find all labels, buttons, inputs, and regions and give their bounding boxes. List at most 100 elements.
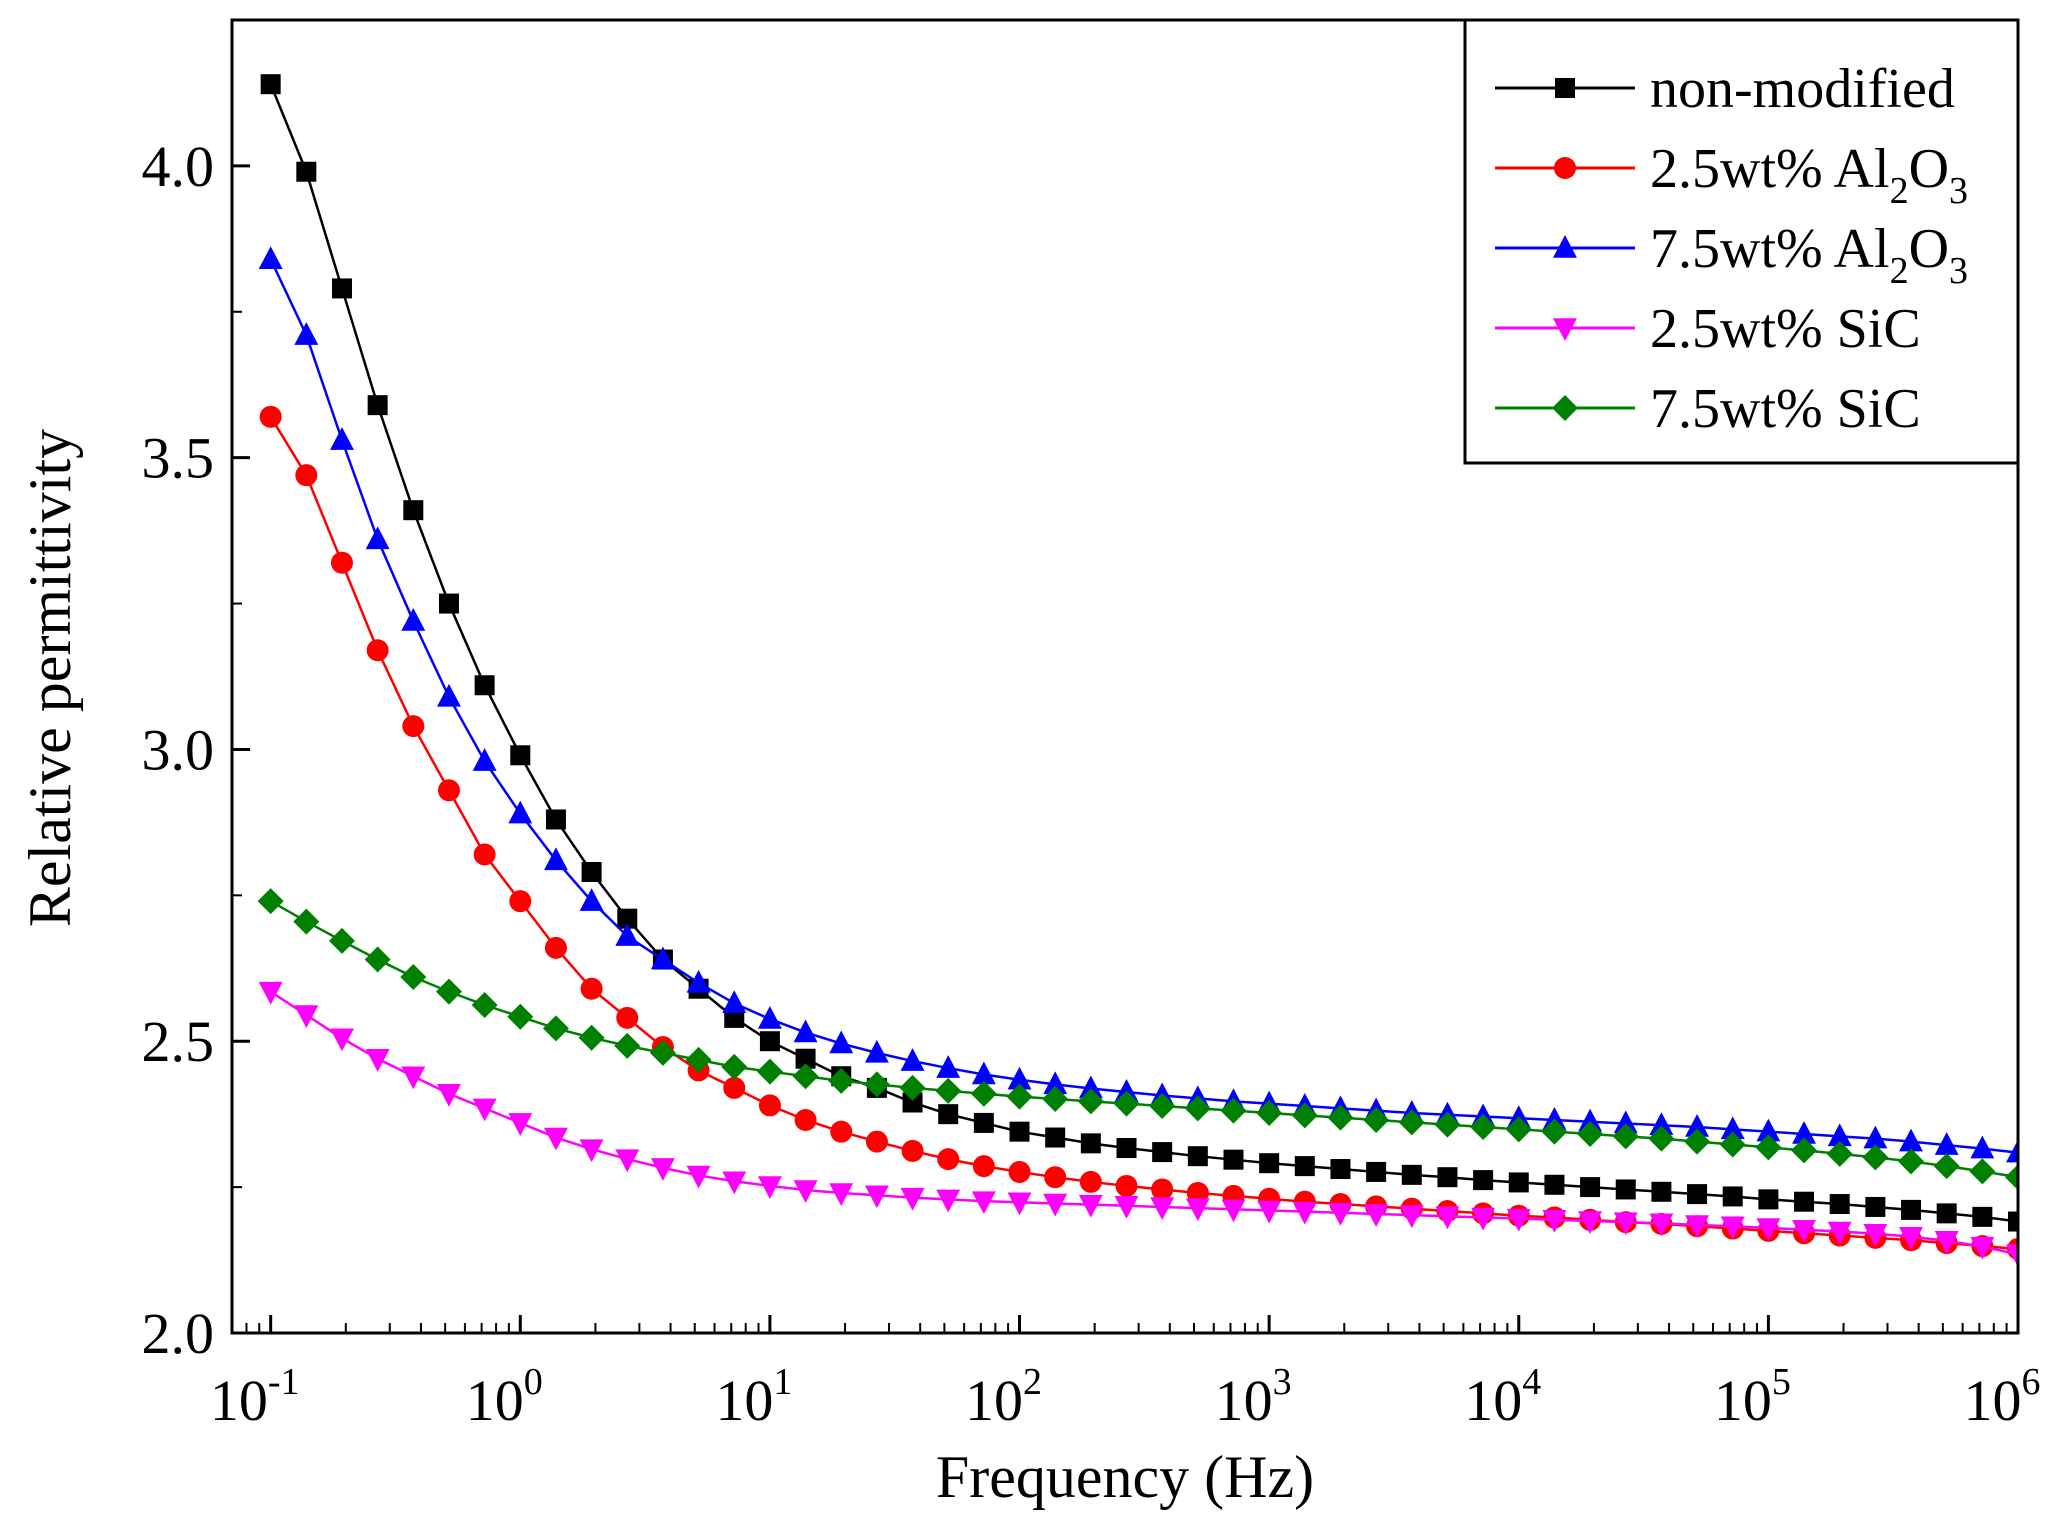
data-point (1256, 1099, 1283, 1126)
data-point (330, 427, 354, 450)
legend-marker (1553, 318, 1577, 341)
y-axis-title: Relative permittivity (17, 429, 83, 927)
data-point (1078, 1075, 1103, 1099)
data-point (1116, 1138, 1137, 1159)
data-point (864, 1039, 889, 1063)
series-diamond (257, 888, 2018, 1191)
data-point (1792, 1219, 1817, 1243)
data-point (366, 639, 389, 662)
series-square (260, 74, 2018, 1232)
data-point (1685, 1215, 1710, 1239)
data-point (437, 1083, 461, 1107)
y-tick-label: 2.0 (142, 1301, 215, 1366)
data-point (902, 1092, 923, 1113)
data-point (1045, 1127, 1066, 1148)
data-point (756, 1058, 783, 1085)
data-point (259, 405, 282, 428)
data-point (1972, 1206, 1993, 1227)
data-point (473, 843, 496, 866)
data-point (1794, 1191, 1815, 1212)
legend-marker (1555, 78, 1575, 98)
data-point (1863, 1125, 1888, 1149)
data-point (971, 1191, 996, 1215)
y-tick-label: 3.5 (142, 426, 215, 491)
data-point (937, 1148, 960, 1171)
data-point (1187, 1146, 1208, 1167)
y-tick-label: 4.0 (142, 134, 215, 199)
data-point (2008, 1211, 2018, 1232)
data-point (650, 946, 675, 970)
data-point (1578, 1211, 1603, 1234)
y-tick-label: 2.5 (142, 1009, 215, 1074)
data-point (722, 990, 747, 1014)
data-point (1577, 1121, 1604, 1148)
data-point (1505, 1116, 1532, 1143)
data-point (1044, 1166, 1067, 1189)
data-point (294, 1005, 319, 1028)
data-point (435, 978, 462, 1005)
data-point (1580, 1177, 1601, 1198)
data-point (579, 888, 604, 911)
data-point (1080, 1133, 1101, 1154)
data-point (1934, 1231, 1959, 1254)
data-point (970, 1080, 997, 1107)
data-point (2006, 1139, 2018, 1163)
data-point (507, 1003, 534, 1030)
data-point (1435, 1206, 1460, 1230)
data-point (1257, 1200, 1282, 1224)
data-point (294, 322, 319, 345)
data-point (1901, 1199, 1922, 1220)
data-point (757, 1176, 782, 1199)
data-point (1863, 1224, 1888, 1247)
data-point (293, 908, 320, 935)
data-point (1651, 1181, 1672, 1202)
data-point (973, 1112, 994, 1133)
data-point (972, 1155, 995, 1178)
data-point (1152, 1142, 1173, 1163)
data-point (1007, 1192, 1032, 1216)
legend-label: 2.5wt% Al2O3 (1650, 138, 1968, 212)
data-point (686, 969, 711, 993)
data-point (1720, 1116, 1745, 1140)
data-point (1006, 1083, 1033, 1110)
data-point (864, 1185, 889, 1209)
data-point (509, 890, 532, 913)
data-point (1649, 1213, 1674, 1237)
data-point (365, 1048, 390, 1072)
data-point (1294, 1156, 1315, 1177)
data-point (474, 675, 495, 696)
data-point (1613, 1212, 1638, 1236)
legend-marker (1552, 395, 1578, 421)
data-point (1292, 1201, 1317, 1225)
data-point (1758, 1189, 1779, 1210)
data-point (328, 927, 355, 954)
data-point (1223, 1149, 1244, 1170)
legend-label: non-modified (1650, 58, 1955, 120)
data-point (1363, 1107, 1390, 1134)
data-point (1043, 1071, 1068, 1095)
data-point (758, 1094, 781, 1117)
data-point (828, 1067, 855, 1094)
data-point (1328, 1203, 1353, 1226)
data-point (542, 1015, 569, 1042)
data-point (723, 1076, 746, 1099)
data-point (1470, 1114, 1497, 1141)
x-tick-label: 105 (1714, 1361, 1791, 1433)
data-point (936, 1055, 961, 1078)
y-tick-label: 3.0 (142, 717, 215, 782)
data-point (1184, 1095, 1211, 1122)
data-point (685, 1046, 712, 1073)
data-point (508, 800, 533, 824)
data-point (401, 1066, 426, 1090)
data-point (1185, 1198, 1210, 1222)
data-point (400, 964, 427, 991)
data-point (899, 1074, 926, 1101)
series-triangle-down (258, 981, 2018, 1268)
data-point (1471, 1207, 1496, 1231)
data-point (296, 161, 317, 182)
data-point (1327, 1104, 1354, 1131)
x-tick-label: 101 (715, 1361, 792, 1433)
data-point (1114, 1196, 1139, 1219)
legend-marker (1554, 157, 1576, 179)
